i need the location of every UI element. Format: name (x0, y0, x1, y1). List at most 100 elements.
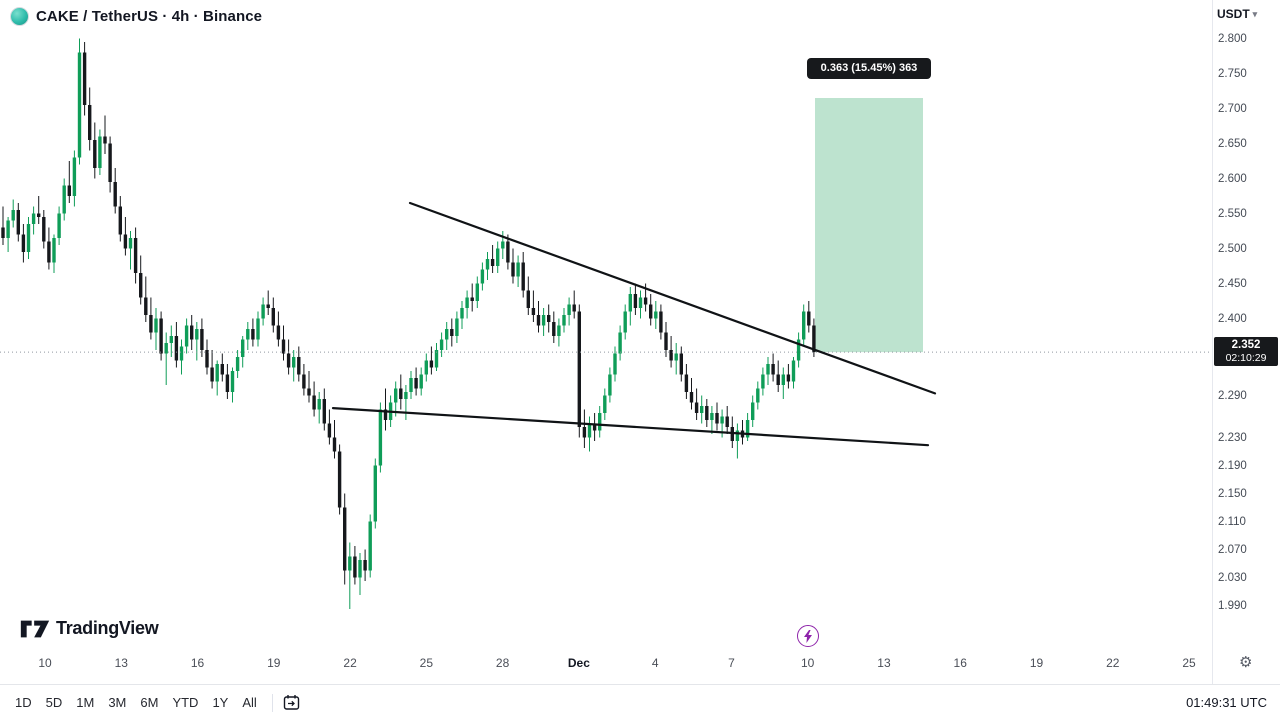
candle-body (93, 140, 97, 168)
price-axis-label: 2.070 (1218, 543, 1247, 556)
candle-body (455, 318, 459, 336)
candle-body (613, 353, 617, 375)
lower-descending-trendline[interactable] (331, 407, 930, 447)
range-button-1d[interactable]: 1D (8, 691, 39, 714)
range-button-1y[interactable]: 1Y (205, 691, 235, 714)
candle-body (82, 52, 87, 105)
toolbar-divider (271, 693, 273, 712)
candle-body (496, 248, 500, 266)
candle-body (404, 392, 408, 399)
candle-body (501, 241, 505, 249)
candle-body (807, 311, 811, 326)
candle-body (215, 364, 219, 382)
candle-body (567, 304, 571, 315)
time-axis-label: 7 (728, 656, 735, 670)
time-axis-label: 22 (1106, 656, 1120, 670)
candle-body (781, 374, 785, 385)
range-button-1m[interactable]: 1M (69, 691, 101, 714)
candle-body (174, 336, 179, 361)
candle-body (266, 304, 270, 308)
candle-body (409, 378, 413, 392)
candle-body (322, 399, 326, 424)
time-axis[interactable]: 10 13 16 19 22 25 28 Dec 4 7 10 13 16 19 22 25 (0, 650, 1212, 680)
candle-body (439, 339, 444, 350)
candle-body (190, 325, 194, 340)
candle-body (286, 353, 291, 368)
tradingview-logo[interactable]: TradingView (20, 618, 159, 639)
candle-body (169, 336, 173, 343)
candle-body (302, 374, 306, 389)
candle-body (139, 273, 143, 298)
price-axis-label: 2.190 (1218, 459, 1247, 472)
time-axis-label: 16 (953, 656, 967, 670)
price-axis-label: 2.700 (1218, 102, 1247, 115)
measure-tool-label[interactable]: 0.363 (15.45%) 363 (807, 58, 931, 79)
candle-body (164, 343, 168, 354)
price-axis-label: 2.600 (1218, 172, 1247, 185)
candle-body (337, 451, 342, 508)
range-button-all[interactable]: All (235, 691, 263, 714)
price-axis-label: 2.230 (1218, 431, 1247, 444)
settings-gear-icon[interactable]: ⚙ (1239, 654, 1253, 671)
candle-body (133, 238, 138, 273)
candle-body (26, 224, 31, 252)
candle-body (766, 364, 770, 375)
symbol-header[interactable]: CAKE / TetherUS · 4h · Binance (10, 7, 262, 26)
time-axis-label: 19 (1029, 656, 1044, 670)
candle-body (184, 325, 189, 347)
candle-body (399, 388, 403, 399)
candle-body (6, 220, 10, 238)
candle-body (108, 143, 112, 182)
candle-body (516, 262, 520, 277)
candle-body (149, 315, 153, 333)
candle-body (419, 374, 423, 389)
price-axis-label: 2.150 (1218, 487, 1247, 500)
candle-body (424, 360, 428, 375)
candlestick-chart[interactable] (0, 0, 1212, 650)
candle-body (485, 259, 490, 270)
candle-body (694, 402, 699, 413)
candle-body (195, 329, 199, 340)
candle-body (297, 357, 301, 375)
lightning-icon[interactable] (797, 625, 819, 647)
candle-body (88, 105, 92, 140)
candle-body (52, 238, 56, 263)
candle-body (577, 311, 581, 427)
candle-body (638, 297, 643, 308)
price-axis-label: 2.400 (1218, 312, 1247, 325)
currency-unit-button[interactable]: USDT ▾ (1217, 7, 1257, 21)
candle-body (256, 318, 260, 340)
price-axis[interactable]: 2.800 2.750 2.700 2.650 2.600 2.550 2.500 2.450… (1213, 0, 1280, 650)
symbol-title[interactable]: CAKE / TetherUS · 4h · Binance (36, 8, 263, 25)
go-to-date-icon (283, 695, 299, 710)
candle-body (490, 259, 495, 266)
candle-body (623, 311, 627, 333)
candle-body (307, 388, 311, 396)
chart-pane[interactable]: 0.363 (15.45%) 363 (0, 0, 1212, 650)
candle-body (582, 427, 587, 438)
time-axis-label: 10 (801, 656, 815, 670)
range-button-5d[interactable]: 5D (39, 691, 70, 714)
cake-symbol-logo-icon (10, 7, 29, 26)
candle-body (531, 308, 536, 315)
go-to-date-button[interactable] (281, 692, 302, 713)
chevron-down-icon: ▾ (1252, 8, 1258, 19)
candle-body (735, 430, 740, 441)
candle-body (332, 437, 337, 452)
candle-body (67, 185, 71, 196)
clock-utc[interactable]: 01:49:31 UTC (1186, 695, 1267, 710)
candle-body (786, 374, 791, 382)
candle-body (506, 241, 510, 263)
measure-box[interactable] (815, 98, 923, 353)
upper-descending-trendline[interactable] (408, 201, 937, 395)
current-price-value: 2.352 (1231, 339, 1261, 352)
candle-body (684, 374, 689, 392)
candle-body (679, 353, 683, 375)
candle-body (1, 227, 5, 238)
candle-body (128, 238, 133, 249)
range-button-6m[interactable]: 6M (133, 691, 165, 714)
candle-body (261, 304, 265, 319)
range-button-ytd[interactable]: YTD (165, 691, 205, 714)
range-button-3m[interactable]: 3M (101, 691, 133, 714)
candle-body (312, 395, 316, 410)
